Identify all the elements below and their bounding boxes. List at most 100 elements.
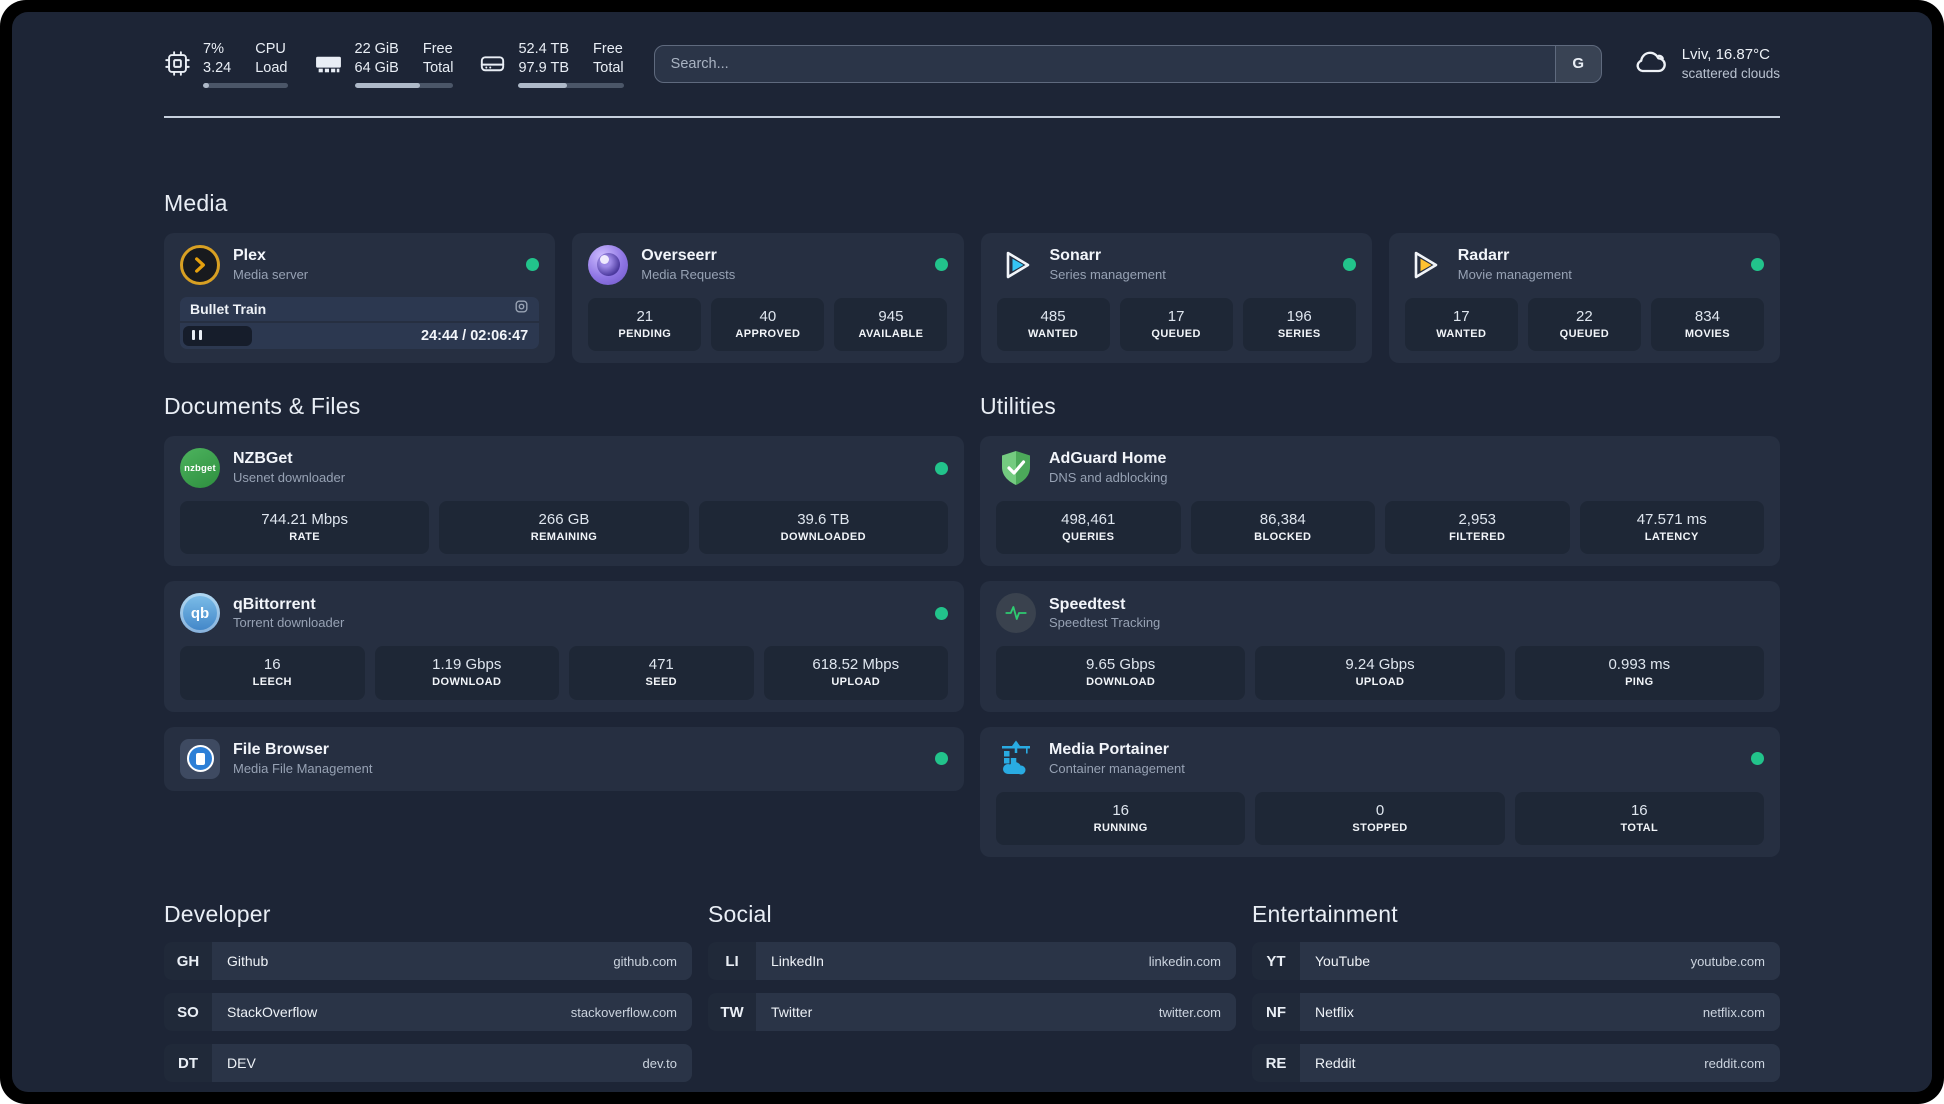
developer-section-title: Developer xyxy=(164,901,271,928)
plex-icon xyxy=(180,244,220,285)
radarr-app-link[interactable]: Radarr Movie management xyxy=(1405,245,1764,285)
plex-card: Plex Media server Bullet Train xyxy=(164,232,556,364)
status-dot xyxy=(935,752,948,766)
radarr-subtitle: Movie management xyxy=(1457,266,1572,282)
qbittorrent-card: qb qBittorrent Torrent downloader 16 LEE… xyxy=(164,581,964,712)
bookmark-stackoverflow[interactable]: SO StackOverflow stackoverflow.com xyxy=(164,993,692,1032)
stat-box: 266 GB REMAINING xyxy=(439,501,689,555)
plex-now-playing-row: Bullet Train xyxy=(180,296,540,321)
stat-box: 0 STOPPED xyxy=(1255,791,1505,846)
disk-stat: 52.4 TB 97.9 TB Free Total xyxy=(479,40,624,88)
bookmark-url: github.com xyxy=(613,953,677,969)
disk-stat-text: 52.4 TB 97.9 TB Free Total xyxy=(518,40,624,88)
cpu-load-label: Load xyxy=(255,59,288,76)
bookmark-linkedin[interactable]: LI LinkedIn linkedin.com xyxy=(708,942,1236,981)
search-engine-button[interactable]: G xyxy=(1554,45,1601,82)
cpu-usage-label: CPU xyxy=(255,41,286,57)
memory-total-value: 64 GiB xyxy=(354,59,399,76)
adguard-card: AdGuard Home DNS and adblocking 498,461 … xyxy=(980,436,1780,567)
utilities-section-title: Utilities xyxy=(980,393,1056,420)
sonarr-icon xyxy=(997,245,1037,285)
weather-widget: Lviv, 16.87°C scattered clouds xyxy=(1632,45,1780,83)
portainer-app-link[interactable]: Media Portainer Container management xyxy=(996,739,1764,779)
bookmark-url: netflix.com xyxy=(1702,1004,1765,1020)
stat-box: 498,461 QUERIES xyxy=(996,501,1181,555)
stat-box: 17 WANTED xyxy=(1404,297,1518,352)
disk-free-label: Free xyxy=(593,41,623,57)
bookmark-twitter[interactable]: TW Twitter twitter.com xyxy=(708,993,1236,1032)
cpu-icon xyxy=(164,50,191,77)
nzbget-app-link[interactable]: nzbget NZBGet Usenet downloader xyxy=(180,448,948,489)
status-dot xyxy=(526,258,540,272)
memory-progress-bar xyxy=(354,82,454,88)
weather-condition: scattered clouds xyxy=(1681,65,1780,81)
stat-box: 40 APPROVED xyxy=(711,297,825,352)
stat-box: 17 QUEUED xyxy=(1119,297,1233,352)
overseerr-app-link[interactable]: Overseerr Media Requests xyxy=(588,244,948,285)
status-dot xyxy=(1342,258,1356,272)
qbittorrent-app-link[interactable]: qb qBittorrent Torrent downloader xyxy=(180,593,948,634)
overseerr-icon xyxy=(588,244,629,285)
adguard-stats: 498,461 QUERIES 86,384 BLOCKED 2,953 FIL… xyxy=(996,501,1764,555)
stat-box: 86,384 BLOCKED xyxy=(1190,501,1375,555)
sonarr-app-link[interactable]: Sonarr Series management xyxy=(997,245,1356,285)
plex-time: 24:44 / 02:06:47 xyxy=(421,327,529,344)
disk-progress-bar xyxy=(518,82,624,88)
bookmark-name: StackOverflow xyxy=(227,1004,318,1021)
search-input[interactable] xyxy=(654,45,1555,82)
filebrowser-subtitle: Media File Management xyxy=(233,760,373,776)
bookmark-github[interactable]: GH Github github.com xyxy=(164,942,692,981)
portainer-title: Media Portainer xyxy=(1049,741,1170,759)
stat-box: 9.24 Gbps UPLOAD xyxy=(1255,646,1505,700)
bookmark-dev[interactable]: DT DEV dev.to xyxy=(164,1044,692,1083)
qbittorrent-stats: 16 LEECH 1.19 Gbps DOWNLOAD 471 SEED 6 xyxy=(180,646,948,700)
stat-box: 16 TOTAL xyxy=(1514,791,1764,846)
stat-box: 22 QUEUED xyxy=(1527,297,1641,352)
stat-box: 16 RUNNING xyxy=(996,791,1246,846)
middle-columns: Documents & Files nzbget NZBGet Usenet d… xyxy=(164,393,1780,858)
bookmark-youtube[interactable]: YT YouTube youtube.com xyxy=(1252,942,1780,981)
bookmark-url: dev.to xyxy=(642,1055,677,1071)
bookmark-reddit[interactable]: RE Reddit reddit.com xyxy=(1252,1044,1780,1083)
speedtest-card: Speedtest Speedtest Tracking 9.65 Gbps D… xyxy=(980,581,1780,712)
stat-box: 39.6 TB DOWNLOADED xyxy=(698,501,948,555)
weather-text: Lviv, 16.87°C scattered clouds xyxy=(1682,45,1780,83)
speedtest-icon xyxy=(996,593,1036,634)
filebrowser-title: File Browser xyxy=(233,741,330,759)
section-documents: Documents & Files nzbget NZBGet Usenet d… xyxy=(164,393,964,857)
search-bar[interactable]: G xyxy=(653,44,1602,83)
cpu-stat: 7% 3.24 CPU Load xyxy=(164,40,288,88)
bookmark-abbr: RE xyxy=(1252,1044,1300,1083)
filebrowser-app-link[interactable]: File Browser Media File Management xyxy=(180,738,948,779)
cloud-icon xyxy=(1632,46,1670,82)
adguard-app-link[interactable]: AdGuard Home DNS and adblocking xyxy=(996,448,1764,488)
stat-box: 1.19 Gbps DOWNLOAD xyxy=(374,646,559,700)
plex-title: Plex xyxy=(233,246,266,264)
disk-progress-fill xyxy=(518,82,567,88)
ram-icon xyxy=(314,51,343,76)
pause-icon xyxy=(192,327,203,345)
filebrowser-icon xyxy=(180,738,220,779)
bookmark-name: Netflix xyxy=(1315,1004,1354,1021)
status-dot xyxy=(935,461,948,475)
radarr-stats: 17 WANTED 22 QUEUED 834 MOVIES xyxy=(1404,297,1764,352)
bookmark-abbr: DT xyxy=(164,1044,212,1083)
speedtest-app-link[interactable]: Speedtest Speedtest Tracking xyxy=(996,593,1764,634)
bookmark-netflix[interactable]: NF Netflix netflix.com xyxy=(1252,993,1780,1032)
filebrowser-card: File Browser Media File Management xyxy=(164,726,964,791)
speedtest-title: Speedtest xyxy=(1049,595,1126,613)
bookmark-url: youtube.com xyxy=(1690,953,1765,969)
radarr-title: Radarr xyxy=(1457,246,1510,264)
sonarr-subtitle: Series management xyxy=(1049,266,1166,282)
sonarr-card: Sonarr Series management 485 WANTED 17 Q… xyxy=(980,232,1372,364)
radarr-card: Radarr Movie management 17 WANTED 22 QUE… xyxy=(1388,232,1780,364)
plex-app-link[interactable]: Plex Media server xyxy=(180,244,540,285)
memory-stat: 22 GiB 64 GiB Free Total xyxy=(314,40,454,88)
nzbget-title: NZBGet xyxy=(233,450,293,468)
plex-now-playing-title: Bullet Train xyxy=(190,300,267,317)
cpu-usage-value: 7% xyxy=(203,41,224,57)
bookmark-url: reddit.com xyxy=(1704,1055,1765,1071)
status-dot xyxy=(934,258,948,272)
memory-progress-fill xyxy=(354,82,420,88)
disk-icon xyxy=(479,50,506,77)
